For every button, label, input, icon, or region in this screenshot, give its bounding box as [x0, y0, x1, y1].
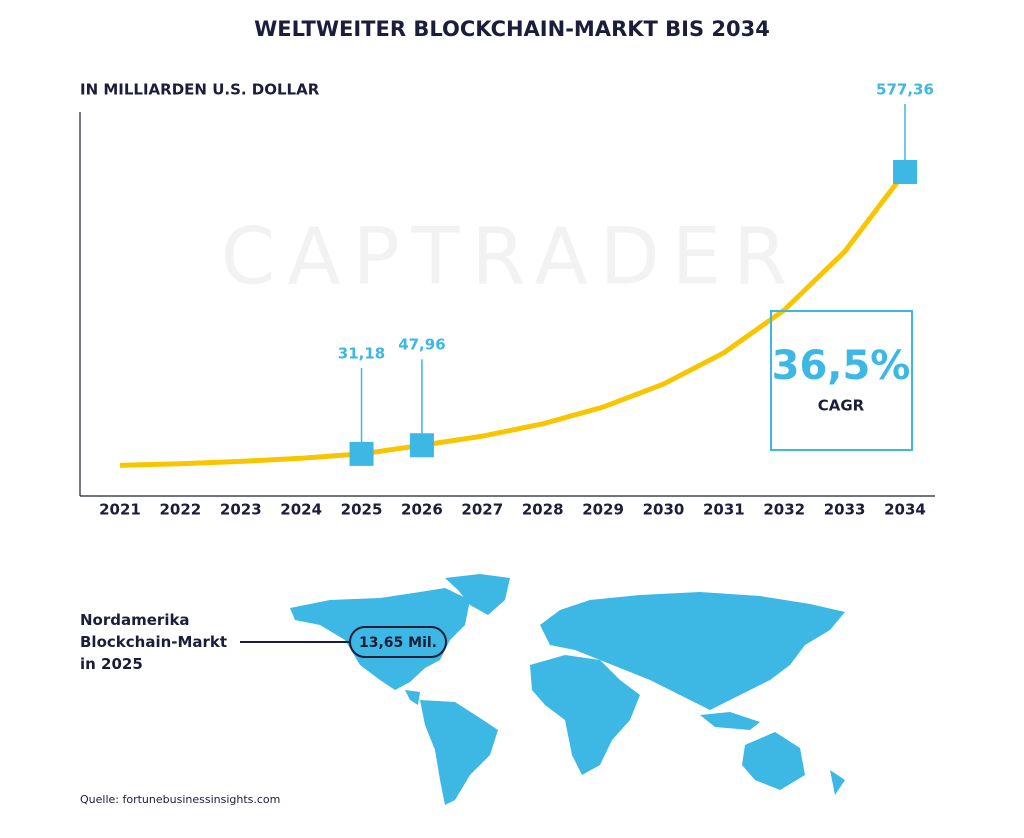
callout-text: 13,65 Mil. — [359, 635, 437, 651]
marker — [409, 433, 434, 458]
x-tick-label: 2029 — [582, 501, 624, 519]
x-tick-label: 2025 — [341, 501, 383, 519]
marker — [893, 160, 917, 185]
map-label-line: Nordamerika — [80, 611, 190, 629]
map-label-line: in 2025 — [80, 655, 143, 673]
x-tick-label: 2034 — [884, 501, 926, 519]
cagr-box — [770, 310, 913, 451]
indonesia — [700, 712, 760, 730]
x-tick-label: 2028 — [522, 501, 564, 519]
watermark: CAPTRADER — [221, 212, 799, 302]
axis-title: IN MILLIARDEN U.S. DOLLAR — [80, 81, 320, 99]
cagr-label: CAGR — [818, 397, 865, 415]
greenland — [445, 574, 510, 615]
x-tick-label: 2026 — [401, 501, 443, 519]
eurasia — [540, 592, 845, 710]
map-label: Nordamerika Blockchain-Markt in 2025 — [80, 611, 232, 673]
chart-title: WELTWEITER BLOCKCHAIN-MARKT BIS 2034 — [254, 17, 770, 41]
x-tick-label: 2031 — [703, 501, 745, 519]
australia — [742, 732, 805, 790]
new-zealand — [830, 770, 845, 795]
x-tick-label: 2022 — [160, 501, 202, 519]
x-tick-label: 2027 — [461, 501, 503, 519]
value-label: 577,36 — [876, 81, 934, 99]
south-america — [420, 700, 498, 805]
cagr-value: 36,5% — [772, 343, 911, 389]
x-tick-label: 2024 — [280, 501, 322, 519]
x-tick-label: 2021 — [99, 501, 141, 519]
x-tick-label: 2030 — [643, 501, 685, 519]
x-tick-label: 2023 — [220, 501, 262, 519]
world-map — [290, 574, 845, 805]
map-label-line: Blockchain-Markt — [80, 633, 227, 651]
central-america — [405, 690, 420, 705]
marker — [349, 441, 374, 466]
value-label: 47,96 — [398, 336, 445, 354]
plot: 2021 2022 2023 2024 2025 2026 2027 2028 2029 2030… — [99, 81, 934, 519]
x-tick-label: 2033 — [824, 501, 866, 519]
source: Quelle: fortunebusinessinsights.com — [80, 793, 280, 806]
africa — [530, 655, 640, 775]
x-tick-label: 2032 — [763, 501, 805, 519]
callout-bubble — [349, 626, 447, 658]
line — [119, 170, 907, 468]
value-label: 31,18 — [338, 344, 385, 362]
